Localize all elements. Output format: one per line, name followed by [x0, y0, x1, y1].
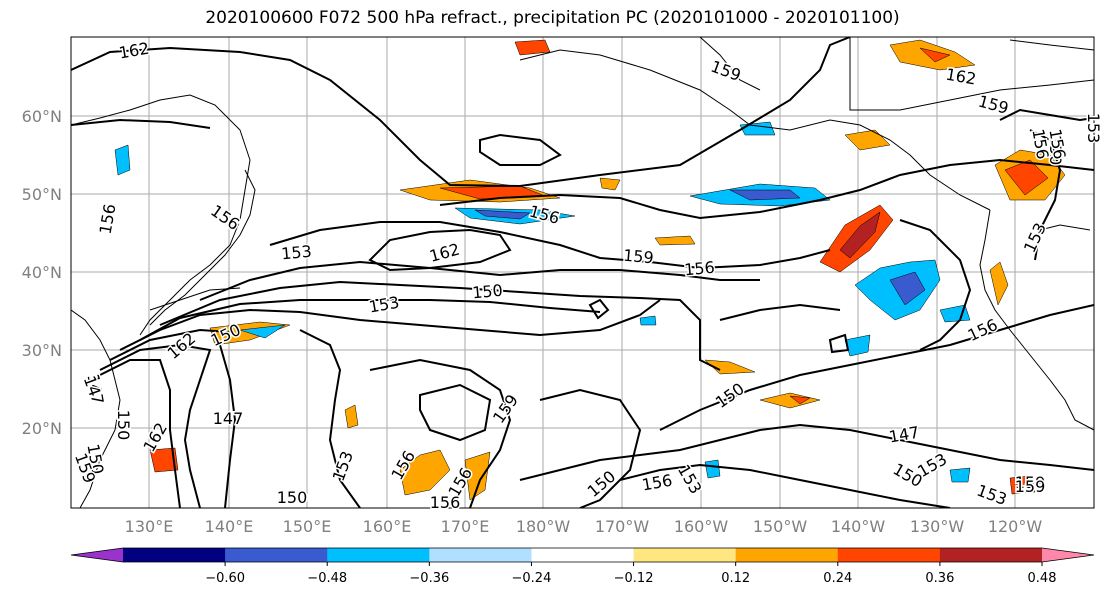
contour-label: 153 [280, 242, 312, 264]
coastlines [71, 37, 1094, 508]
map-title: 2020100600 F072 500 hPa refract., precip… [205, 8, 900, 28]
colorbar-extend-low [71, 548, 123, 562]
colorbar-tick-label: 0.36 [925, 571, 954, 586]
contour-label: 150 [1046, 135, 1065, 166]
longitude-labels: 130°E 140°E 150°E 160°E 170°E 180°W 170°W 160°W… [125, 517, 1043, 536]
colorbar-tick-label: −0.24 [512, 571, 552, 586]
colorbar-segment [327, 548, 430, 562]
lon-label: 150°W [753, 517, 808, 536]
contour-label: 159 [1015, 477, 1046, 496]
lon-label: 180°W [516, 517, 571, 536]
map-content [71, 37, 1094, 508]
colorbar-segment [225, 548, 328, 562]
colorbar-segment [837, 548, 941, 562]
colorbar-outline [70, 547, 1095, 563]
colorbar: −0.60 −0.48 −0.36 −0.24 −0.12 0.12 0.24 0.36 0.4… [70, 547, 1095, 586]
lat-label-60n: 60°N [22, 107, 62, 126]
contour-label: 150 [277, 488, 308, 507]
lon-label: 150°E [283, 517, 332, 536]
colorbar-extend-high [1042, 548, 1094, 562]
colorbar-segment [735, 548, 839, 562]
lon-label: 160°W [674, 517, 729, 536]
contour-label: 156 [683, 258, 715, 280]
colorbar-segment [123, 548, 226, 562]
contour-label: 159 [1015, 473, 1046, 492]
lon-label: 130°W [910, 517, 965, 536]
colorbar-segment [939, 548, 1043, 562]
gridlines [71, 37, 1094, 508]
contour-label: 150 [114, 410, 133, 441]
colorbar-tick-label: −0.36 [409, 571, 449, 586]
contour-label: 159 [622, 246, 654, 268]
colorbar-segment [633, 548, 737, 562]
colorbar-segment [429, 548, 532, 562]
lon-label: 170°E [441, 517, 490, 536]
lat-label-40n: 40°N [22, 263, 62, 282]
colorbar-tick-label: −0.60 [205, 571, 245, 586]
colorbar-tick-label: 0.48 [1028, 571, 1057, 586]
lon-label: 130°E [125, 517, 174, 536]
lat-label-20n: 20°N [22, 419, 62, 438]
colorbar-tick-label: 0.12 [721, 571, 750, 586]
map-border [70, 36, 1095, 509]
lon-label: 140°W [831, 517, 886, 536]
lon-label: 160°E [363, 517, 412, 536]
contour-label: 147 [213, 409, 244, 428]
contour-label: 156 [430, 493, 461, 512]
contour-label: 156 [1028, 127, 1052, 160]
lon-label: 140°E [205, 517, 254, 536]
contour-lines [71, 37, 1094, 508]
lon-label: 170°W [595, 517, 650, 536]
colorbar-tick-label: −0.12 [614, 571, 654, 586]
colorbar-tick-label: −0.48 [307, 571, 347, 586]
contour-label: 150 [471, 281, 503, 303]
lat-label-50n: 50°N [22, 185, 62, 204]
colorbar-segment [531, 548, 635, 562]
colorbar-tick-label: 0.24 [823, 571, 852, 586]
lon-label: 120°W [988, 517, 1043, 536]
contour-label: 153 [1084, 113, 1103, 144]
lat-label-30n: 30°N [22, 341, 62, 360]
